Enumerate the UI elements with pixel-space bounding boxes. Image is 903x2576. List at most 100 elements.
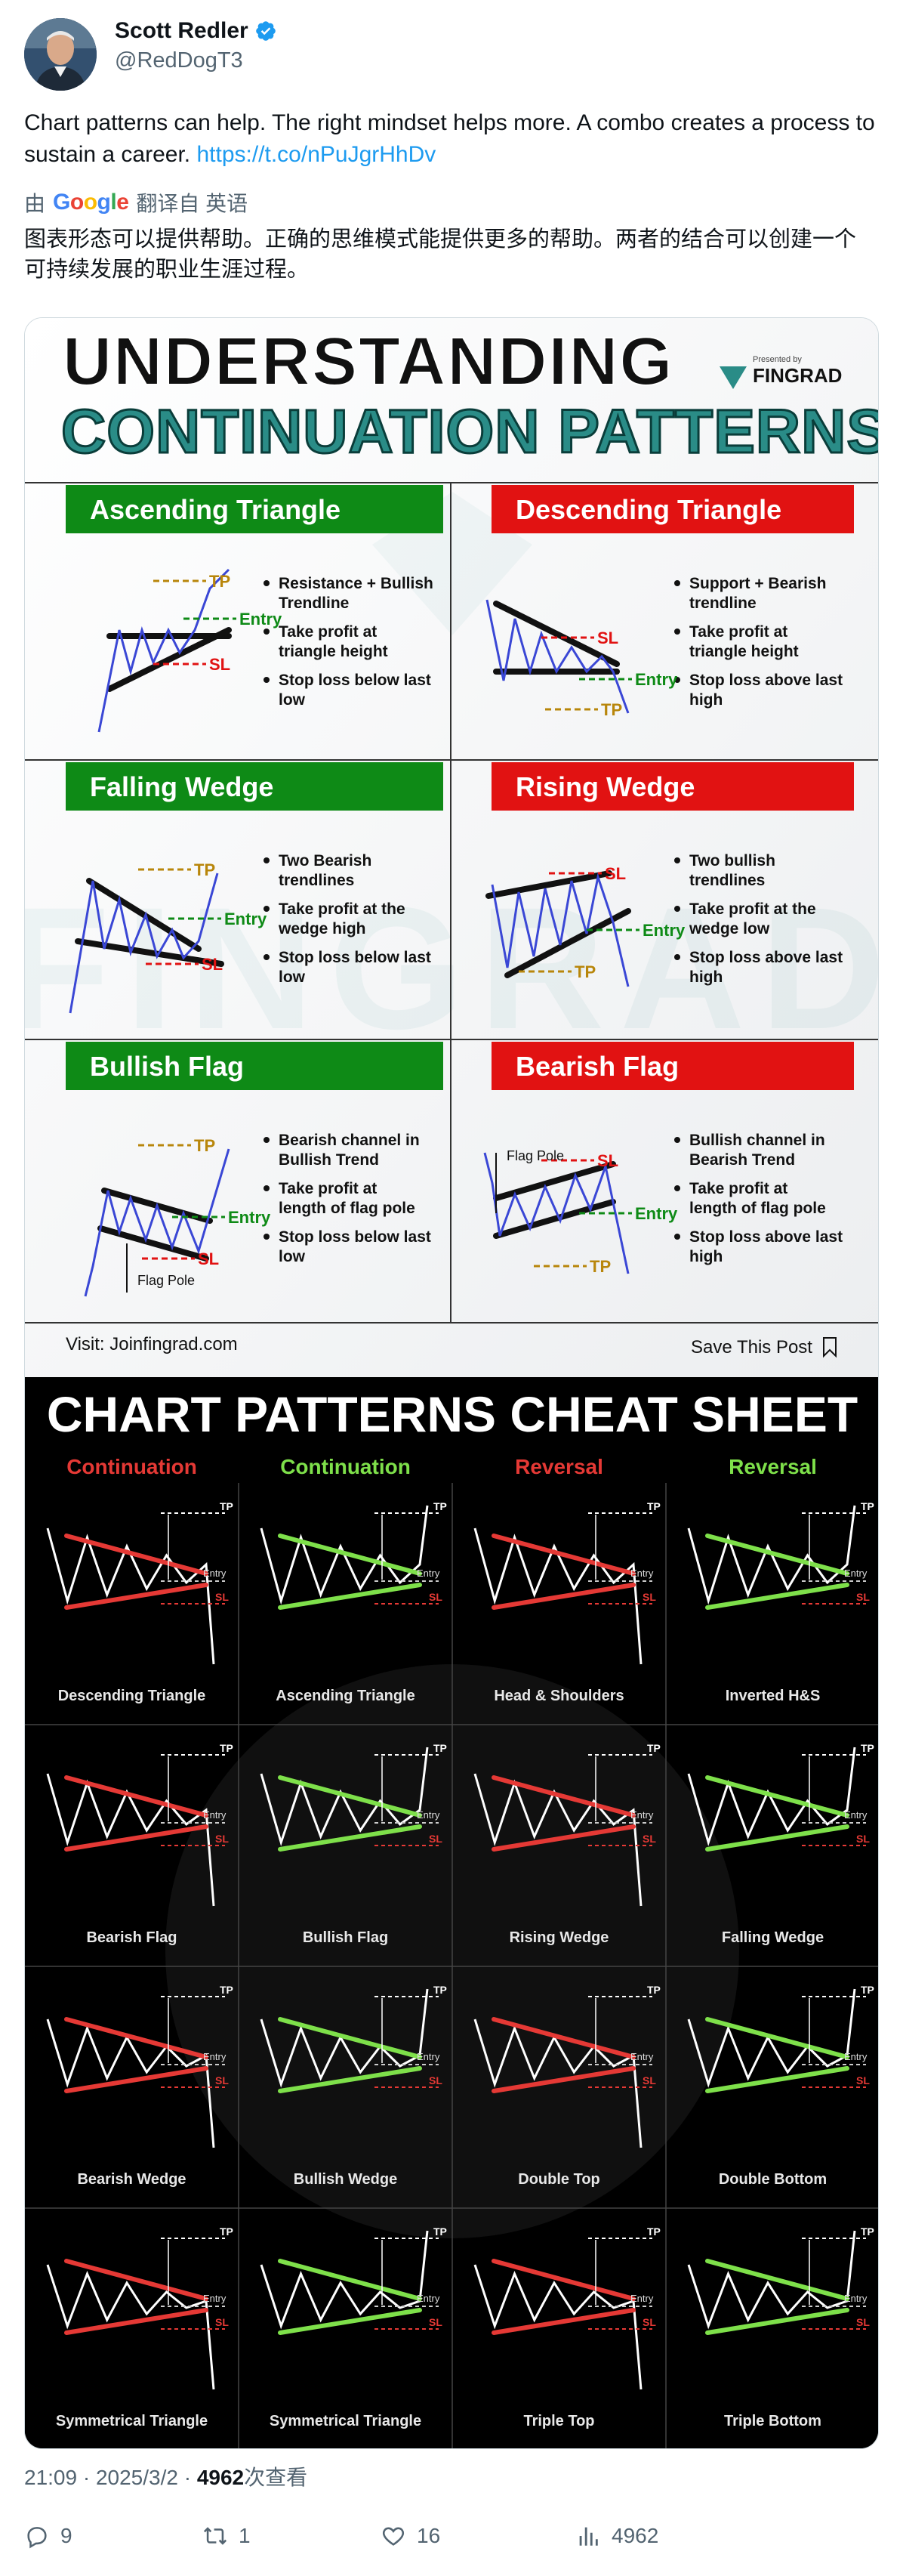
sl-label: SL bbox=[643, 2316, 656, 2328]
sl-label: SL bbox=[202, 955, 223, 974]
presented-by-text: Presented by bbox=[753, 355, 802, 364]
tp-label: TP bbox=[220, 1500, 233, 1512]
pattern-line bbox=[64, 1775, 208, 1818]
reply-count: 9 bbox=[60, 2524, 72, 2547]
bullet-text: Stop loss above last bbox=[689, 672, 843, 689]
price-line bbox=[69, 873, 219, 1014]
pattern-name: Double Bottom bbox=[719, 2171, 827, 2188]
bullet-dot bbox=[264, 1234, 270, 1240]
reply-button[interactable]: 9 bbox=[24, 2523, 72, 2549]
price-line bbox=[473, 1527, 643, 1665]
pattern-name: Falling Wedge bbox=[722, 1929, 824, 1946]
entry-label: Entry bbox=[224, 910, 267, 928]
tweet-text: Chart patterns can help. The right minds… bbox=[24, 107, 877, 171]
panel-title: Ascending Triangle bbox=[90, 494, 341, 525]
pattern-line bbox=[278, 2259, 422, 2301]
media-container[interactable]: FINGRAD UNDERSTANDING CONTINUATION PATTE… bbox=[24, 317, 879, 2449]
google-letter: o bbox=[83, 190, 97, 215]
tp-label: TP bbox=[647, 2225, 661, 2238]
visit-text: Visit: Joinfingrad.com bbox=[66, 1334, 238, 1354]
view-count: 4962 bbox=[196, 2466, 245, 2489]
retweet-icon bbox=[203, 2527, 227, 2545]
bullet-dot bbox=[674, 580, 680, 586]
fingrad-logo-icon bbox=[720, 366, 747, 389]
pattern-line bbox=[705, 1583, 849, 1610]
tp-label: TP bbox=[647, 1984, 661, 1996]
tweet-link[interactable]: https://t.co/nPuJgrHhDv bbox=[196, 142, 436, 167]
pattern-line bbox=[705, 2308, 849, 2335]
bullet-text: Stop loss below last bbox=[279, 672, 431, 689]
price-line bbox=[260, 2230, 429, 2330]
author-handle[interactable]: @RedDogT3 bbox=[115, 48, 243, 73]
price-line bbox=[46, 2264, 215, 2390]
bullet-text: Take profit at bbox=[689, 623, 787, 641]
pattern-name: Bearish Wedge bbox=[77, 2171, 186, 2188]
tp-label: TP bbox=[194, 860, 215, 879]
sl-label: SL bbox=[643, 2074, 656, 2086]
pattern-line bbox=[278, 1583, 422, 1610]
image-continuation-patterns[interactable]: FINGRAD UNDERSTANDING CONTINUATION PATTE… bbox=[25, 318, 878, 1377]
pattern-line bbox=[492, 1824, 636, 1852]
bullet-dot bbox=[674, 1234, 680, 1240]
translation-source[interactable]: 翻译自 英语 bbox=[136, 192, 248, 215]
author-name-text[interactable]: Scott Redler bbox=[115, 18, 248, 43]
pattern-name: Inverted H&S bbox=[726, 1688, 821, 1704]
entry-label: Entry bbox=[844, 2293, 868, 2304]
like-button[interactable]: 16 bbox=[381, 2523, 440, 2549]
pattern-line bbox=[278, 1775, 422, 1818]
bullet-text: length of flag pole bbox=[279, 1200, 415, 1217]
pattern-line bbox=[278, 2066, 422, 2093]
price-line bbox=[687, 2230, 856, 2330]
bullet-text: Take profit at bbox=[279, 1180, 377, 1197]
views-button[interactable]: 4962 bbox=[575, 2523, 658, 2549]
pattern-name: Symmetrical Triangle bbox=[270, 2413, 421, 2429]
translation-by: 由 bbox=[24, 192, 46, 215]
tweet-time[interactable]: 21:09 · 2025/3/2 · bbox=[24, 2466, 197, 2489]
bullet-dot bbox=[264, 1137, 270, 1143]
price-line bbox=[473, 2018, 643, 2148]
bullet-text: Resistance + Bullish bbox=[279, 575, 433, 592]
trendline bbox=[493, 601, 620, 667]
avatar[interactable] bbox=[24, 18, 97, 91]
heart-icon bbox=[382, 2527, 405, 2546]
bookmark-icon bbox=[823, 1337, 837, 1358]
panel-title: Rising Wedge bbox=[516, 771, 695, 802]
continuation-patterns-graphic: FINGRAD UNDERSTANDING CONTINUATION PATTE… bbox=[25, 318, 878, 1377]
entry-label: Entry bbox=[417, 2293, 440, 2304]
image-cheat-sheet[interactable]: CHART PATTERNS CHEAT SHEET Continuation C… bbox=[25, 1377, 878, 2448]
tp-label: TP bbox=[601, 700, 622, 719]
sl-label: SL bbox=[209, 655, 230, 674]
bullet-text: high bbox=[689, 691, 723, 709]
author-name[interactable]: Scott Redler bbox=[115, 18, 277, 44]
cheat-sheet-graphic: CHART PATTERNS CHEAT SHEET Continuation C… bbox=[25, 1377, 878, 2448]
analytics-icon bbox=[579, 2527, 598, 2546]
sl-label: SL bbox=[429, 2316, 442, 2328]
retweet-button[interactable]: 1 bbox=[202, 2523, 251, 2549]
entry-label: Entry bbox=[844, 1809, 868, 1821]
tweet-timestamp[interactable]: 21:09 · 2025/3/2 · 4962次查看 bbox=[24, 2461, 307, 2491]
tp-label: TP bbox=[861, 1984, 874, 1996]
pattern-line bbox=[64, 1824, 208, 1852]
pattern-name: Bearish Flag bbox=[86, 1929, 177, 1946]
entry-label: Entry bbox=[635, 670, 678, 689]
entry-label: Entry bbox=[203, 2293, 227, 2304]
bullet-dot bbox=[674, 906, 680, 912]
bullet-text: high bbox=[689, 1248, 723, 1265]
tp-label: TP bbox=[220, 1984, 233, 1996]
panel-banner bbox=[66, 485, 443, 533]
view-label: 次查看 bbox=[244, 2466, 308, 2489]
entry-label: Entry bbox=[630, 1809, 654, 1821]
pattern-line bbox=[278, 2017, 422, 2059]
verified-badge-icon bbox=[255, 21, 276, 41]
bullet-text: Stop loss below last bbox=[279, 1228, 431, 1246]
tp-label: TP bbox=[647, 1500, 661, 1512]
trendline bbox=[97, 1225, 209, 1262]
price-line bbox=[84, 1148, 230, 1297]
sl-label: SL bbox=[198, 1249, 219, 1268]
pattern-name: Double Top bbox=[518, 2171, 600, 2188]
bullet-text: Trendline bbox=[279, 595, 349, 612]
price-line bbox=[491, 873, 630, 987]
bullet-text: Bullish Trend bbox=[279, 1151, 379, 1169]
price-line bbox=[687, 1747, 856, 1847]
